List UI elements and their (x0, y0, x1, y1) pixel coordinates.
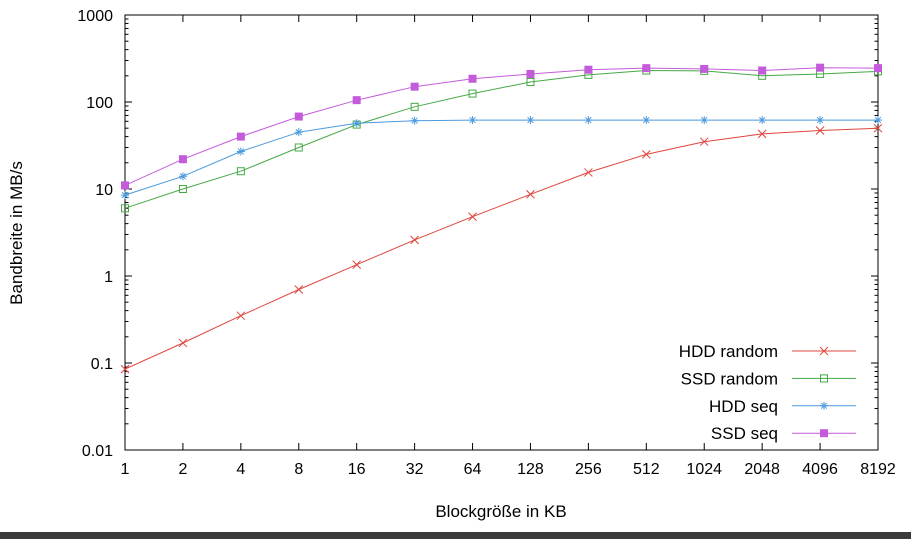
x-tick-label: 128 (517, 461, 544, 478)
legend-label: HDD random (679, 342, 778, 361)
x-tick-label: 4096 (802, 461, 838, 478)
y-axis-title: Bandbreite in MB/s (7, 161, 26, 305)
y-tick-label: 0.01 (82, 443, 113, 460)
legend-label: SSD random (681, 369, 778, 388)
y-tick-label: 0.1 (91, 356, 113, 373)
window-bottom-edge (0, 532, 911, 539)
series-ssd-seq (121, 63, 882, 190)
y-tick-label: 1000 (77, 8, 113, 25)
legend-entry: SSD seq (711, 424, 856, 443)
x-tick-label: 512 (633, 461, 660, 478)
plot-area: 1 2 4 8 16 32 64 128 256 512 1024 2048 4096 8192 1000 1… (77, 8, 895, 478)
x-tick-label: 4 (236, 461, 245, 478)
x-tick-label: 256 (575, 461, 602, 478)
x-tick-label: 32 (406, 461, 424, 478)
x-tick-label: 2048 (744, 461, 780, 478)
legend-entry: HDD random (679, 342, 856, 361)
legend-entry: HDD seq (709, 397, 856, 416)
x-tick-label: 64 (464, 461, 482, 478)
x-tick-label: 2 (178, 461, 187, 478)
x-tick-label: 1024 (686, 461, 722, 478)
plot-border (124, 14, 879, 451)
y-tick-label: 10 (95, 182, 113, 199)
x-tick-label: 8 (294, 461, 303, 478)
legend-entry: SSD random (681, 369, 856, 388)
x-axis-title: Blockgröße in KB (435, 502, 566, 521)
legend-label: SSD seq (711, 424, 778, 443)
series-hdd-random (120, 123, 883, 374)
legend-label: HDD seq (709, 397, 778, 416)
x-tick-label: 8192 (860, 461, 896, 478)
x-tick-label: 16 (348, 461, 366, 478)
x-tick-label: 1 (121, 461, 130, 478)
series-ssd-random (121, 66, 882, 213)
y-tick-label: 1 (104, 269, 113, 286)
y-tick-label: 100 (86, 95, 113, 112)
series-hdd-seq (121, 116, 882, 200)
